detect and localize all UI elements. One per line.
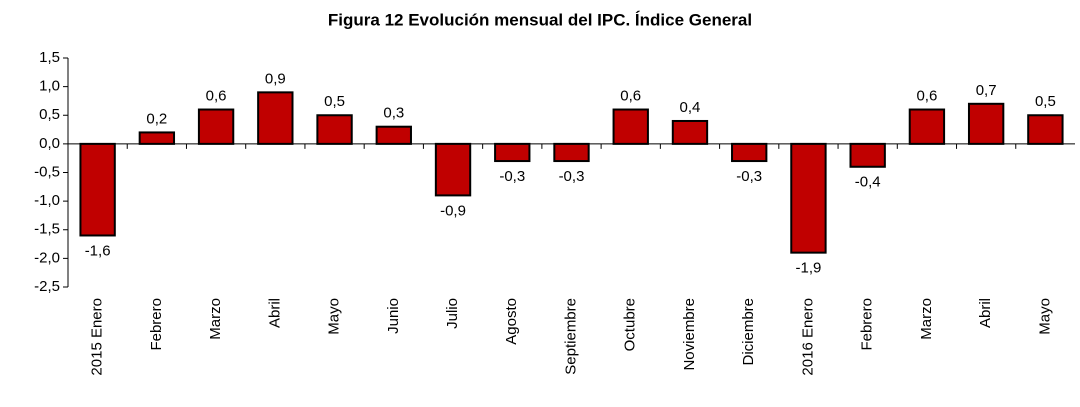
bar <box>1027 114 1064 145</box>
bar <box>316 114 353 145</box>
bar <box>967 102 1005 145</box>
x-tick-label: Abril <box>266 298 283 328</box>
bar <box>790 142 827 254</box>
y-tick-label: 1,5 <box>39 49 60 66</box>
x-tick-label: Octubre <box>622 298 639 351</box>
bar <box>908 108 946 145</box>
x-tick-label: Noviembre <box>681 298 698 371</box>
bar <box>375 125 412 145</box>
value-label: -0,3 <box>559 168 585 185</box>
bar <box>731 142 768 163</box>
y-tick-label: -1,5 <box>34 221 60 238</box>
value-label: 0,9 <box>265 70 286 87</box>
value-label: 0,7 <box>976 82 997 99</box>
value-label: -1,9 <box>796 260 822 277</box>
value-label: 0,6 <box>620 87 641 104</box>
x-tick-label: Agosto <box>503 298 520 345</box>
value-label: 0,3 <box>383 105 404 122</box>
y-tick-label: -0,5 <box>34 163 60 180</box>
bar <box>671 119 709 145</box>
x-tick-label: Mayo <box>1036 298 1053 335</box>
bar <box>553 142 590 163</box>
x-tick-label: 2016 Enero <box>799 298 816 376</box>
value-label: 0,2 <box>146 110 167 127</box>
x-tick-label: Junio <box>385 298 402 334</box>
bar <box>197 108 235 145</box>
x-tick-label: Febrero <box>859 298 876 351</box>
chart-title: Figura 12 Evolución mensual del IPC. Índ… <box>328 10 752 29</box>
bar <box>494 142 531 163</box>
x-tick-label: Septiembre <box>562 298 579 375</box>
value-label: -0,3 <box>736 168 762 185</box>
x-tick-label: Diciembre <box>740 298 757 366</box>
x-tick-label: Mayo <box>326 298 343 335</box>
value-label: 0,5 <box>324 93 345 110</box>
value-label: -0,9 <box>440 202 466 219</box>
bar <box>257 91 294 145</box>
value-label: 0,6 <box>916 87 937 104</box>
x-tick-label: Marzo <box>918 298 935 340</box>
bar <box>138 131 176 145</box>
value-label: -0,3 <box>499 168 525 185</box>
value-label: 0,5 <box>1035 93 1056 110</box>
value-label: -0,4 <box>855 174 881 191</box>
value-label: 0,6 <box>206 87 227 104</box>
x-tick-label: Abril <box>977 298 994 328</box>
x-tick-label: Marzo <box>207 298 224 340</box>
y-tick-label: -2,5 <box>34 278 60 295</box>
x-tick-label: Julio <box>444 298 461 329</box>
x-tick-label: Febrero <box>148 298 165 351</box>
bar <box>79 142 116 237</box>
bar <box>434 142 472 197</box>
y-tick-label: -2,0 <box>34 249 60 266</box>
bar <box>849 142 886 168</box>
value-label: -1,6 <box>85 242 111 259</box>
y-tick-label: 1,0 <box>39 78 60 95</box>
y-tick-label: 0,5 <box>39 106 60 123</box>
x-tick-label: 2015 Enero <box>89 298 106 376</box>
y-tick-label: 0,0 <box>39 135 60 152</box>
y-tick-label: -1,0 <box>34 192 60 209</box>
bar <box>612 108 649 145</box>
value-label: 0,4 <box>680 99 701 116</box>
